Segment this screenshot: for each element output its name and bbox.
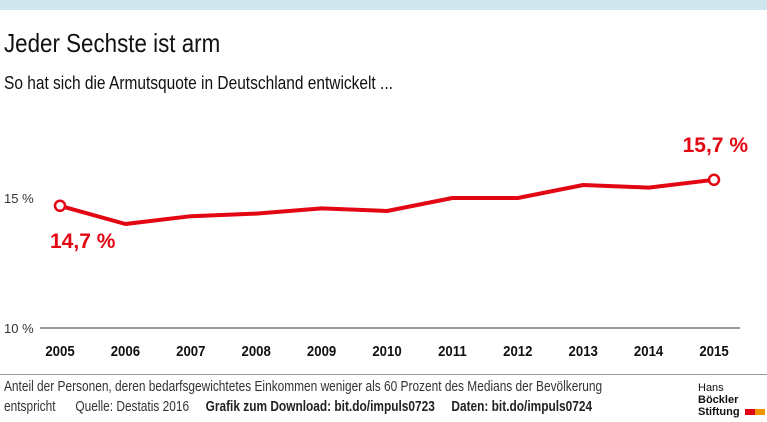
x-tick-label: 2007 (176, 342, 205, 359)
logo-orange-block (754, 409, 765, 415)
data-point (53, 199, 67, 213)
data-link[interactable]: Daten: bit.do/impuls0724 (451, 399, 593, 415)
x-tick-label: 2015 (699, 342, 728, 359)
line-chart: 10 % 15 % 2005 2006 2007 2008 2009 2010 2011 2012… (4, 134, 749, 359)
x-tick-label: 2011 (438, 342, 467, 359)
logo-red-block (744, 409, 755, 415)
source: Quelle: Destatis 2016 (75, 399, 190, 415)
x-tick-label: 2005 (45, 342, 74, 359)
footer-line2: entspricht Quelle: Destatis 2016 Grafik … (4, 399, 592, 415)
download-link[interactable]: Grafik zum Download: bit.do/impuls0723 (205, 399, 435, 415)
logo: Hans Böckler Stiftung (698, 382, 767, 418)
page-title: Jeder Sechste ist arm (4, 28, 221, 58)
logo-text-2: Stiftung (698, 406, 740, 418)
logo-text-bold: Böckler (698, 394, 739, 406)
x-tick-label: 2014 (634, 342, 663, 359)
x-tick-label: 2006 (111, 342, 140, 359)
logo-text: Hans (698, 382, 724, 394)
x-tick-label: 2009 (307, 342, 336, 359)
data-point (707, 173, 721, 187)
x-tick-label: 2013 (569, 342, 598, 359)
divider (0, 374, 767, 375)
x-tick-label: 2008 (242, 342, 271, 359)
footnote: Anteil der Personen, deren bedarfsgewich… (4, 379, 603, 395)
footnote-cont: entspricht (4, 399, 56, 415)
annotation-2015: 15,7 % (683, 134, 749, 157)
y-tick-label: 10 % (4, 321, 34, 336)
y-tick-label: 15 % (4, 191, 34, 206)
x-tick-label: 2012 (503, 342, 532, 359)
series-line (59, 177, 715, 226)
annotation-2005: 14,7 % (50, 230, 116, 253)
x-tick-label: 2010 (372, 342, 401, 359)
top-bar (0, 0, 767, 10)
page-subtitle: So hat sich die Armutsquote in Deutschla… (4, 73, 393, 93)
